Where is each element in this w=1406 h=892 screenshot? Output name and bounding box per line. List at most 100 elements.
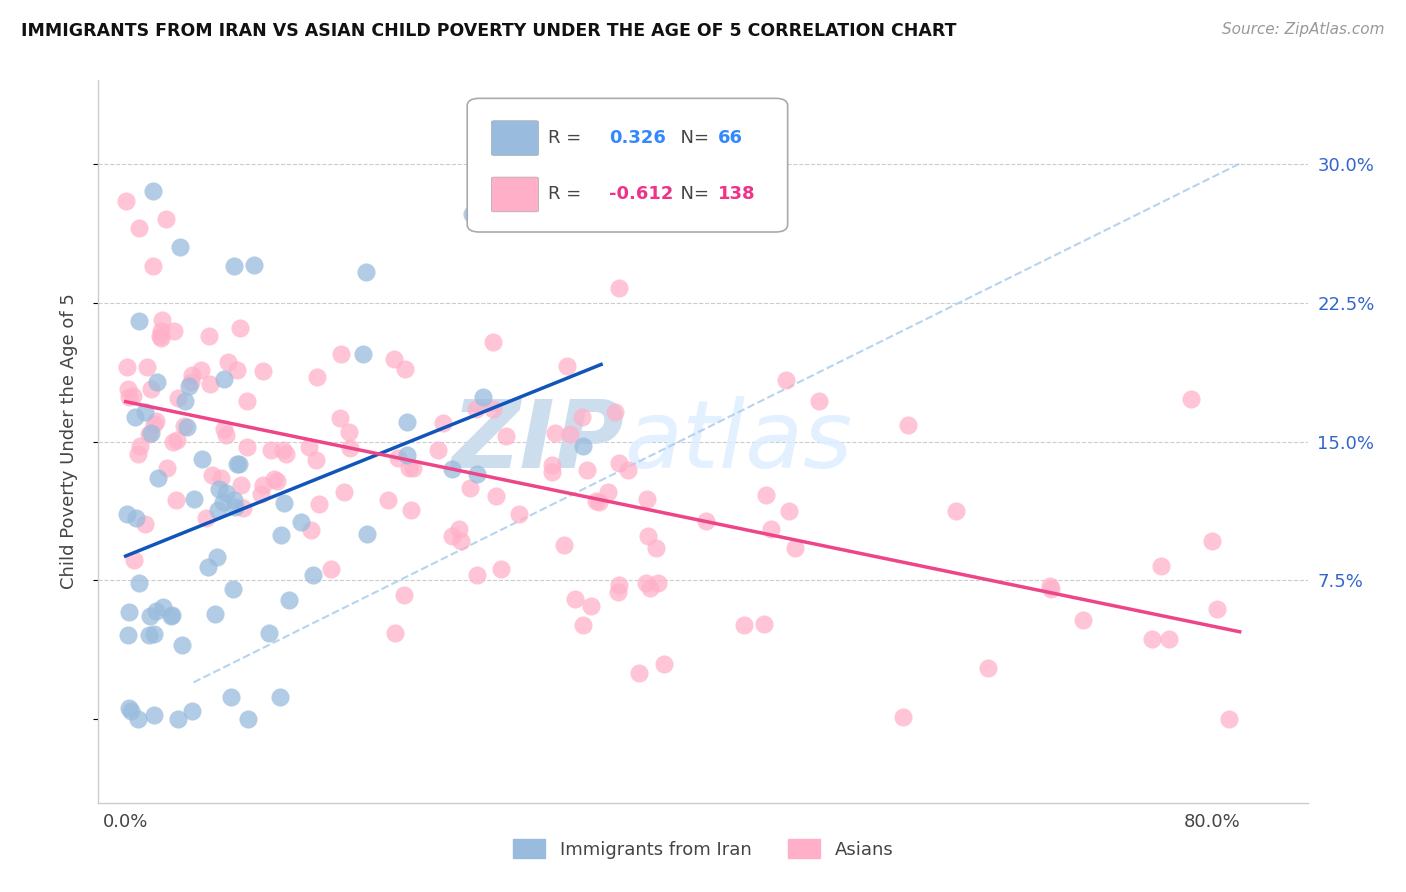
Point	[212, 372, 235, 386]
Point	[181, 368, 204, 383]
Point	[167, 391, 190, 405]
Point	[146, 471, 169, 485]
Point	[458, 481, 481, 495]
Point	[617, 463, 640, 477]
Point	[236, 441, 259, 455]
Text: Source: ZipAtlas.com: Source: ZipAtlas.com	[1222, 22, 1385, 37]
Point	[271, 443, 294, 458]
Point	[891, 709, 914, 723]
Y-axis label: Child Poverty Under the Age of 5: Child Poverty Under the Age of 5	[59, 293, 77, 590]
Point	[134, 405, 156, 419]
Point	[149, 329, 172, 343]
Point	[305, 453, 328, 467]
Point	[647, 576, 669, 591]
Point	[606, 585, 628, 599]
Point	[222, 582, 245, 596]
Point	[142, 185, 165, 199]
Point	[977, 660, 1000, 674]
Point	[302, 568, 325, 582]
FancyBboxPatch shape	[492, 178, 538, 211]
Point	[156, 461, 179, 475]
Point	[127, 713, 149, 727]
Point	[544, 425, 567, 440]
Point	[173, 418, 195, 433]
Point	[321, 562, 343, 576]
Point	[1142, 632, 1164, 647]
Point	[236, 393, 259, 408]
Point	[464, 401, 486, 416]
Point	[426, 443, 449, 458]
Point	[339, 441, 361, 455]
Point	[290, 515, 312, 529]
Point	[540, 465, 562, 479]
Point	[166, 433, 188, 447]
Point	[785, 541, 807, 555]
Point	[778, 503, 800, 517]
Point	[808, 393, 831, 408]
Point	[266, 474, 288, 488]
Point	[114, 194, 136, 208]
Point	[775, 373, 797, 387]
Point	[652, 657, 675, 672]
FancyBboxPatch shape	[467, 98, 787, 232]
Point	[145, 604, 167, 618]
Point	[402, 460, 425, 475]
Point	[508, 507, 530, 521]
Point	[1157, 632, 1180, 646]
Point	[226, 457, 249, 471]
Point	[392, 588, 415, 602]
FancyBboxPatch shape	[492, 120, 538, 155]
Point	[588, 495, 610, 509]
Point	[152, 599, 174, 614]
Point	[136, 359, 159, 374]
Point	[219, 690, 242, 704]
Point	[250, 486, 273, 500]
Point	[155, 212, 177, 227]
Point	[269, 690, 291, 705]
Point	[222, 492, 245, 507]
Point	[1218, 713, 1240, 727]
Point	[260, 442, 283, 457]
Point	[149, 331, 172, 345]
Point	[224, 259, 246, 273]
Point	[339, 425, 361, 439]
Point	[755, 488, 778, 502]
Point	[139, 382, 162, 396]
Point	[329, 411, 352, 425]
Point	[461, 207, 484, 221]
Point	[607, 578, 630, 592]
Point	[169, 240, 191, 254]
Point	[204, 607, 226, 621]
Point	[127, 447, 149, 461]
Point	[149, 324, 172, 338]
Point	[228, 457, 250, 471]
Point	[201, 468, 224, 483]
Point	[333, 485, 356, 500]
Point	[308, 497, 330, 511]
Point	[128, 314, 150, 328]
Point	[572, 438, 595, 452]
Point	[636, 575, 658, 590]
Point	[637, 529, 659, 543]
Point	[1039, 582, 1062, 596]
Point	[212, 422, 235, 436]
Point	[945, 504, 967, 518]
Point	[128, 575, 150, 590]
Point	[627, 666, 650, 681]
Point	[209, 471, 232, 485]
Point	[695, 515, 717, 529]
Point	[197, 560, 219, 574]
Point	[194, 510, 217, 524]
Point	[274, 446, 297, 460]
Point	[142, 707, 165, 722]
Point	[115, 507, 138, 521]
Point	[555, 359, 578, 374]
Point	[138, 628, 160, 642]
Point	[207, 549, 229, 564]
Point	[172, 638, 194, 652]
Point	[159, 608, 181, 623]
Point	[761, 522, 783, 536]
Point	[200, 377, 222, 392]
Point	[897, 417, 920, 432]
Text: -0.612: -0.612	[609, 186, 673, 203]
